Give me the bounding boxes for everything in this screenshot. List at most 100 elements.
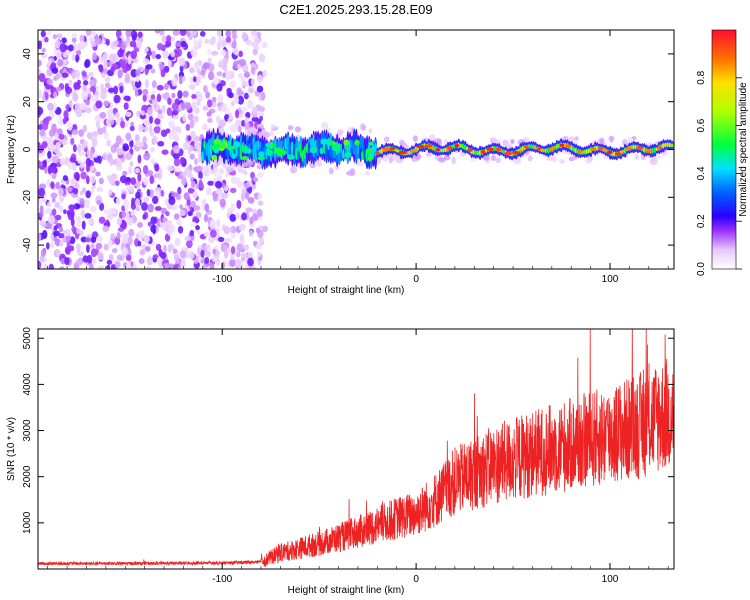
heatmap-cell: [156, 93, 162, 103]
heatmap-cell: [115, 180, 120, 186]
heatmap-cell: [189, 144, 194, 152]
heatmap-cell: [229, 213, 237, 222]
heatmap-cell: [599, 137, 605, 146]
heatmap-cell: [78, 129, 85, 137]
heatmap-cell: [172, 152, 180, 160]
heatmap-cell: [212, 167, 219, 174]
heatmap-cell: [182, 112, 187, 122]
heatmap-cell: [137, 124, 144, 133]
heatmap-cell: [134, 90, 139, 97]
heatmap-cell: [210, 37, 216, 46]
snr-series-line: [38, 329, 674, 567]
heatmap-cell: [207, 71, 215, 81]
heatmap-cell: [108, 175, 115, 184]
heatmap-cell: [241, 32, 248, 40]
heatmap-cell: [245, 207, 253, 213]
colorbar-tick-label: 0.6: [696, 118, 707, 132]
heatmap-cell: [262, 69, 268, 78]
heatmap-cell: [106, 264, 111, 269]
heatmap-cell: [636, 146, 643, 150]
heatmap-cell: [174, 134, 180, 143]
heatmap-cell: [88, 71, 94, 78]
heatmap-cell: [184, 236, 191, 242]
heatmap-cell: [212, 248, 217, 255]
heatmap-cell: [179, 250, 187, 259]
heatmap-cell: [201, 165, 209, 170]
heatmap-cell: [495, 157, 502, 164]
heatmap-cell: [55, 248, 61, 257]
heatmap-cell: [255, 227, 261, 234]
heatmap-cell: [105, 38, 110, 46]
heatmap-cell: [68, 204, 75, 211]
heatmap-cell: [77, 143, 82, 153]
x-tick-label: 100: [602, 574, 619, 585]
heatmap-cell: [97, 265, 105, 269]
heatmap-cell: [84, 199, 91, 209]
heatmap-cell: [134, 79, 142, 89]
heatmap-cell: [125, 184, 130, 193]
heatmap-cell: [425, 152, 432, 157]
heatmap-cell: [70, 177, 77, 187]
heatmap-cell: [85, 30, 92, 36]
heatmap-cell: [179, 156, 186, 165]
heatmap-cell: [167, 244, 173, 254]
heatmap-cell: [166, 107, 173, 117]
heatmap-cell: [577, 150, 583, 154]
heatmap-cell: [143, 196, 150, 203]
heatmap-cell: [75, 54, 80, 63]
heatmap-cell: [193, 205, 201, 211]
heatmap-cell: [231, 41, 237, 49]
heatmap-cell: [150, 147, 155, 153]
y-tick-label: 0: [22, 146, 33, 152]
heatmap-cell: [106, 139, 112, 147]
heatmap-cell: [121, 210, 127, 218]
heatmap-cell: [102, 125, 107, 134]
heatmap-cell: [425, 144, 432, 148]
heatmap-cell: [129, 125, 135, 132]
heatmap-cell: [201, 203, 206, 211]
heatmap-cell: [80, 171, 87, 180]
heatmap-cell: [229, 80, 237, 89]
heatmap-cell: [114, 112, 120, 119]
heatmap-cell: [361, 124, 366, 131]
heatmap-cell: [151, 50, 156, 60]
heatmap-cell: [121, 193, 126, 200]
heatmap-cell: [161, 93, 168, 99]
heatmap-cell: [231, 30, 237, 36]
heatmap-cell: [44, 91, 49, 100]
heatmap-cell: [45, 84, 52, 90]
heatmap-cell: [113, 94, 121, 104]
heatmap-cell: [59, 43, 67, 53]
heatmap-cell: [259, 115, 263, 122]
heatmap-cell: [261, 41, 268, 49]
heatmap-cell: [77, 251, 85, 257]
heatmap-cell: [88, 219, 94, 225]
heatmap-cell: [147, 221, 152, 227]
heatmap-cell: [63, 110, 69, 119]
heatmap-cell: [165, 128, 171, 134]
heatmap-cell: [190, 30, 197, 37]
heatmap-cell: [102, 152, 108, 161]
heatmap-cell: [128, 228, 135, 237]
heatmap-cell: [211, 50, 219, 56]
heatmap-cell: [336, 129, 344, 135]
heatmap-cell: [38, 40, 43, 50]
heatmap-cell: [416, 144, 426, 149]
heatmap-cell: [145, 64, 153, 70]
heatmap-cell: [38, 72, 46, 83]
heatmap-cell: [90, 187, 95, 195]
heatmap-cell: [127, 236, 133, 246]
heatmap-cell: [202, 62, 210, 70]
heatmap-cell: [146, 50, 153, 56]
heatmap-cell: [92, 95, 97, 101]
heatmap-cell: [174, 237, 181, 247]
heatmap-cell: [81, 220, 86, 230]
heatmap-cell: [98, 177, 104, 185]
heatmap-cell: [154, 206, 162, 211]
heatmap-cell: [47, 165, 52, 175]
heatmap-cell: [368, 141, 374, 146]
heatmap-cell: [136, 68, 141, 76]
heatmap-cell: [167, 58, 172, 68]
heatmap-cell: [230, 203, 236, 212]
heatmap-cell: [231, 176, 238, 185]
